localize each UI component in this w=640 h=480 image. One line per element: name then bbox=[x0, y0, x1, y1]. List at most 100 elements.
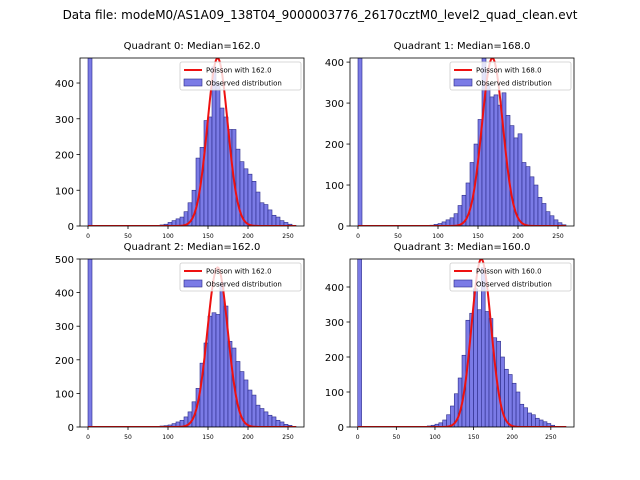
histogram-bar bbox=[263, 411, 269, 427]
histogram-bar bbox=[527, 412, 532, 427]
histogram-bar bbox=[485, 84, 491, 226]
legend-label-observed: Observed distribution bbox=[206, 80, 282, 88]
histogram-bar bbox=[215, 314, 221, 427]
histogram-bar bbox=[449, 217, 455, 226]
figure-title: Data file: modeM0/AS1A09_138T04_90000037… bbox=[62, 8, 578, 22]
axes-frame bbox=[79, 57, 305, 227]
histogram-bar bbox=[517, 133, 523, 226]
y-tick-label: 300 bbox=[325, 99, 344, 110]
y-tick-label: 400 bbox=[55, 289, 74, 300]
bars bbox=[357, 58, 567, 226]
histogram-bar bbox=[521, 162, 527, 226]
histogram-bar bbox=[275, 419, 281, 427]
x-tick-label: 0 bbox=[86, 233, 90, 240]
histogram-bar bbox=[247, 389, 253, 427]
histogram-bar bbox=[473, 288, 478, 427]
quadrant-1-plot: Quadrant 1: Median=168.0 0 50 100 150 200 250 0… bbox=[325, 41, 575, 240]
legend-box bbox=[179, 262, 302, 292]
y-tick-label: 200 bbox=[55, 356, 74, 367]
x-tick-label: 0 bbox=[356, 233, 360, 240]
panel-title: Quadrant 3: Median=160.0 bbox=[394, 242, 531, 253]
histogram-bar bbox=[267, 209, 273, 226]
quadrant-2-plot: Quadrant 2: Median=162.0 0 50 100 150 200 250 0… bbox=[55, 242, 305, 441]
histogram-bar bbox=[529, 176, 535, 226]
quadrant-3-plot: Quadrant 3: Median=160.0 0 50 100 150 200 250 0… bbox=[325, 242, 575, 441]
legend: Poisson with 162.0 Observed distribution bbox=[179, 61, 302, 91]
y-tick-label: 300 bbox=[55, 115, 74, 126]
histogram-bar bbox=[477, 309, 482, 427]
y-tick-label: 0 bbox=[338, 222, 344, 233]
histogram-bar bbox=[545, 211, 551, 226]
legend-bar-swatch bbox=[453, 279, 473, 288]
legend-label-observed: Observed distribution bbox=[476, 281, 552, 289]
histogram-bar bbox=[211, 312, 217, 427]
histogram-bar bbox=[523, 407, 528, 427]
x-tick-label: 250 bbox=[282, 233, 294, 240]
legend-bar-swatch bbox=[183, 78, 203, 87]
y-tick-label: 100 bbox=[55, 389, 74, 400]
x-tick-label: 50 bbox=[394, 233, 402, 240]
histogram-bar bbox=[223, 116, 229, 226]
legend-box bbox=[449, 262, 572, 292]
histogram-bar bbox=[87, 58, 93, 226]
histogram-bar bbox=[243, 168, 249, 226]
histogram-bar bbox=[259, 408, 265, 427]
histogram-bar bbox=[207, 315, 213, 427]
y-tick-label: 300 bbox=[55, 322, 74, 333]
histogram-bar bbox=[481, 267, 486, 427]
histogram-bar bbox=[243, 379, 249, 427]
y-tick-label: 100 bbox=[325, 388, 344, 399]
x-tick-label: 150 bbox=[202, 233, 214, 240]
legend-label-poisson: Poisson with 162.0 bbox=[206, 67, 272, 75]
legend-label-poisson: Poisson with 162.0 bbox=[206, 268, 272, 276]
histogram-bar bbox=[357, 259, 362, 427]
x-tick-label: 200 bbox=[506, 434, 518, 441]
axes-frame bbox=[349, 57, 575, 227]
x-tick-label: 100 bbox=[429, 434, 441, 441]
histogram-bar bbox=[275, 216, 281, 226]
histogram-bar bbox=[235, 148, 241, 226]
y-tick-label: 0 bbox=[338, 423, 344, 434]
x-tick-label: 200 bbox=[242, 434, 254, 441]
legend-box bbox=[179, 61, 302, 91]
axes-frame bbox=[79, 258, 305, 428]
histogram-bar bbox=[215, 82, 221, 226]
histogram-bar bbox=[525, 166, 531, 226]
y-tick-label: 0 bbox=[68, 423, 74, 434]
x-tick-label: 200 bbox=[242, 233, 254, 240]
histogram-bar bbox=[259, 202, 265, 226]
histogram-bar bbox=[271, 214, 277, 226]
x-tick-label: 100 bbox=[162, 434, 174, 441]
histogram-bar bbox=[271, 416, 277, 427]
y-tick-label: 400 bbox=[325, 58, 344, 69]
bars bbox=[87, 58, 297, 226]
quadrant-0-plot: Quadrant 0: Median=162.0 0 50 100 150 200 250 0… bbox=[55, 41, 305, 240]
histogram-bar bbox=[541, 203, 547, 226]
y-tick-label: 300 bbox=[325, 318, 344, 329]
histogram-bar bbox=[484, 311, 490, 427]
histogram-bar bbox=[493, 94, 499, 226]
histogram-bar bbox=[219, 107, 225, 226]
x-tick-label: 50 bbox=[124, 434, 132, 441]
x-tick-label: 150 bbox=[202, 434, 214, 441]
y-tick-label: 200 bbox=[55, 151, 74, 162]
x-tick-label: 50 bbox=[124, 233, 132, 240]
bars bbox=[357, 259, 559, 427]
histogram-bar bbox=[267, 414, 273, 427]
legend-bar-swatch bbox=[453, 78, 473, 87]
histogram-bar bbox=[255, 404, 261, 427]
x-tick-label: 100 bbox=[432, 233, 444, 240]
axes-frame bbox=[349, 258, 575, 428]
legend: Poisson with 168.0 Observed distribution bbox=[449, 61, 572, 91]
y-tick-label: 500 bbox=[55, 255, 74, 266]
x-tick-label: 250 bbox=[545, 434, 557, 441]
panel-title: Quadrant 0: Median=162.0 bbox=[124, 41, 261, 52]
histogram-bar bbox=[509, 125, 515, 226]
panel-title: Quadrant 1: Median=168.0 bbox=[394, 41, 531, 52]
x-tick-label: 250 bbox=[552, 233, 564, 240]
histogram-bar bbox=[219, 282, 225, 427]
histogram-bar bbox=[549, 215, 555, 226]
x-tick-label: 100 bbox=[162, 233, 174, 240]
histogram-bar bbox=[207, 116, 213, 226]
